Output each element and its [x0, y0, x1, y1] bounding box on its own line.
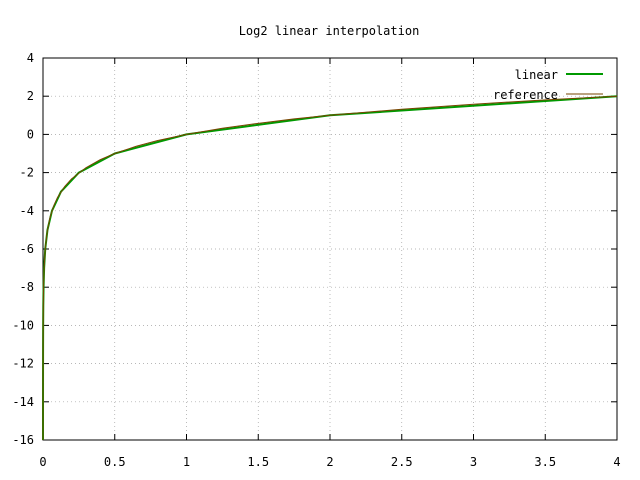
x-tick-label: 0	[39, 455, 46, 469]
x-tick-label: 2	[326, 455, 333, 469]
chart-title: Log2 linear interpolation	[239, 24, 420, 38]
y-tick-label: -2	[20, 166, 34, 180]
y-tick-label: 2	[27, 89, 34, 103]
x-tick-label: 3	[470, 455, 477, 469]
y-tick-label: 4	[27, 51, 34, 65]
y-tick-label: -8	[20, 280, 34, 294]
x-tick-label: 1	[183, 455, 190, 469]
series-line-reference	[42, 95, 618, 441]
y-tick-label: -4	[20, 204, 34, 218]
y-tick-label: -10	[12, 318, 34, 332]
x-tick-label: 2.5	[391, 455, 413, 469]
axis-tick-labels: 0 0.5 1 1.5 2 2.5 3 3.5 4 -16 -14 -12 -10 -8 -6 -4 -2 0 2 4	[12, 51, 620, 469]
x-tick-label: 0.5	[104, 455, 126, 469]
legend: linear reference	[493, 68, 603, 102]
legend-label-linear: linear	[515, 68, 558, 82]
y-tick-label: 0	[27, 127, 34, 141]
series-group	[42, 95, 618, 441]
y-tick-label: -16	[12, 433, 34, 447]
x-tick-label: 1.5	[247, 455, 269, 469]
y-tick-label: -12	[12, 357, 34, 371]
y-tick-label: -6	[20, 242, 34, 256]
x-tick-label: 4	[613, 455, 620, 469]
x-tick-label: 3.5	[534, 455, 556, 469]
legend-label-reference: reference	[493, 88, 558, 102]
series-line-linear	[42, 95, 618, 440]
y-tick-label: -14	[12, 395, 34, 409]
